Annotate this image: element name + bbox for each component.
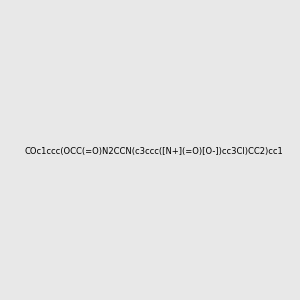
Text: COc1ccc(OCC(=O)N2CCN(c3ccc([N+](=O)[O-])cc3Cl)CC2)cc1: COc1ccc(OCC(=O)N2CCN(c3ccc([N+](=O)[O-])…: [24, 147, 283, 156]
